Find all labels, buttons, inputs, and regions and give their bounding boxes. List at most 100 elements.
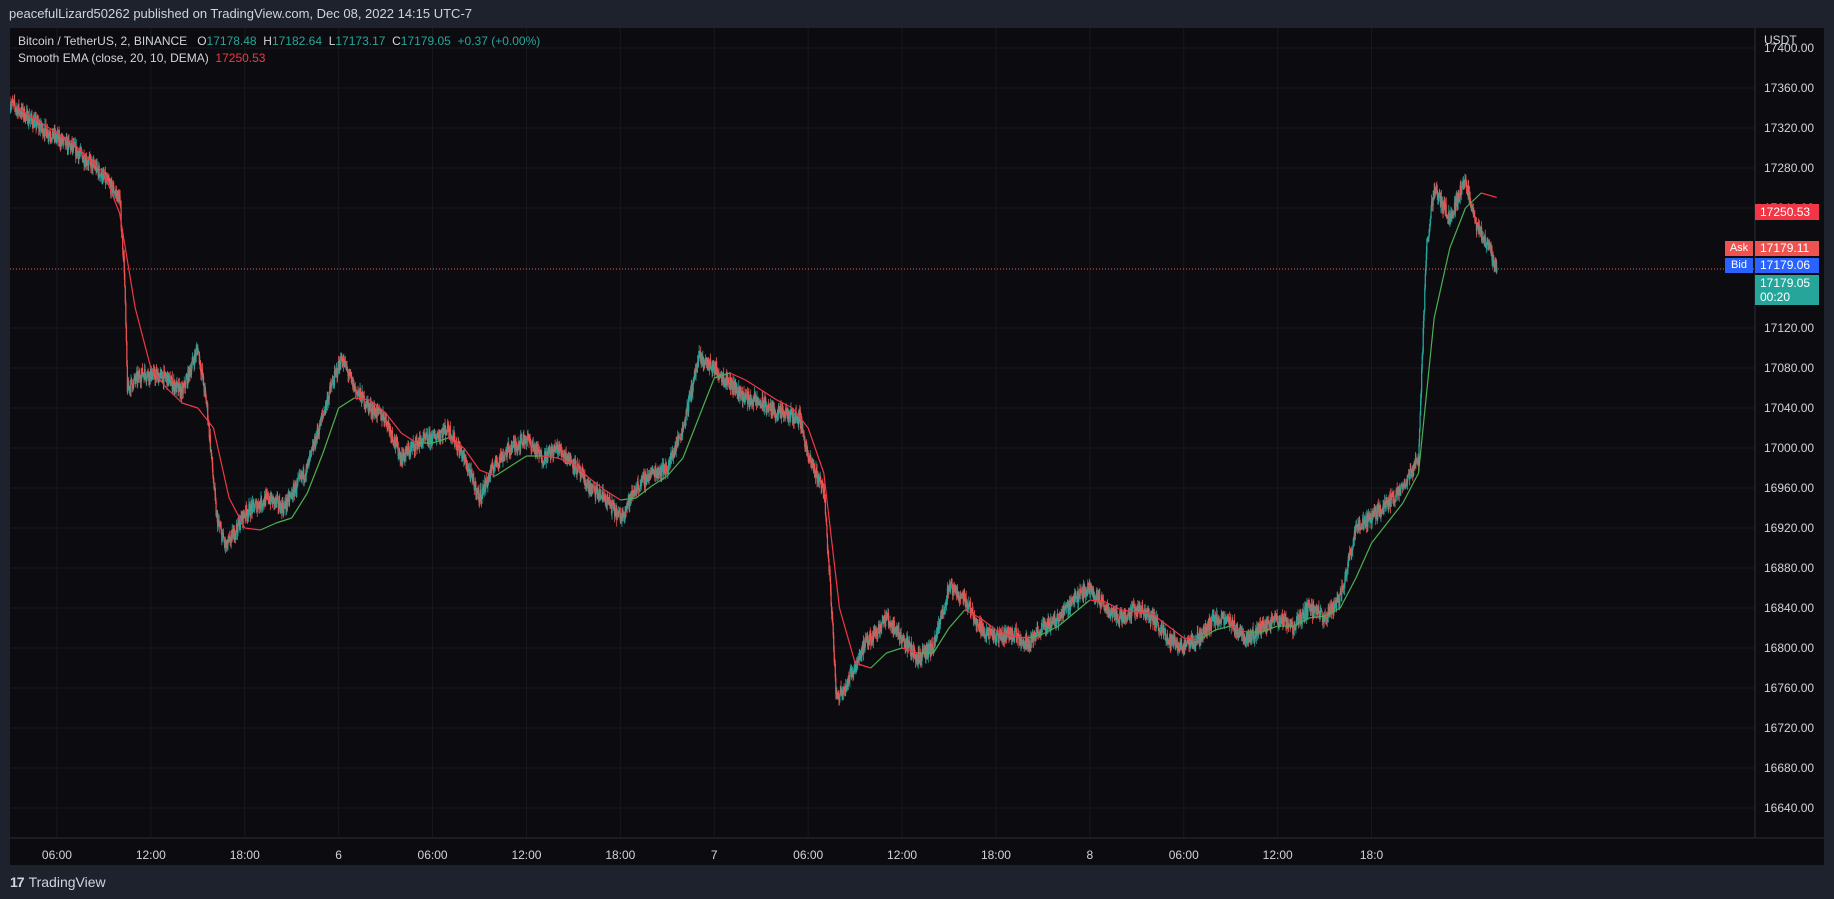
- candle-body: [851, 675, 853, 678]
- candle-body: [487, 480, 489, 486]
- candle-body: [251, 501, 254, 513]
- candle-body: [480, 499, 483, 502]
- candle-body: [999, 631, 1001, 634]
- candle-body: [1274, 617, 1276, 618]
- candle-body: [315, 436, 317, 445]
- candle-body: [367, 401, 369, 405]
- candle-body: [753, 393, 756, 399]
- candle-body: [491, 463, 494, 469]
- candle-body: [933, 641, 935, 653]
- candle-body: [421, 442, 423, 448]
- candle-body: [661, 467, 663, 476]
- candle-body: [994, 638, 997, 644]
- candle-body: [1152, 614, 1155, 625]
- candle-body: [1088, 590, 1090, 592]
- candle-body: [1126, 616, 1129, 618]
- candle-body: [548, 447, 551, 452]
- candle-body: [149, 371, 151, 381]
- candle-body: [1079, 589, 1082, 591]
- candle-body: [740, 393, 742, 395]
- candle-body: [881, 621, 883, 624]
- candle-body: [627, 500, 629, 505]
- candle-body: [802, 428, 804, 433]
- candle-body: [812, 468, 814, 469]
- candle-body: [494, 465, 496, 469]
- candle-body: [1124, 614, 1126, 619]
- candle-body: [967, 608, 969, 610]
- candle-body: [165, 376, 167, 379]
- candle-body: [784, 418, 786, 419]
- candle-body: [773, 406, 775, 413]
- candle-body: [901, 637, 903, 642]
- candle-body: [99, 175, 101, 178]
- candle-body: [79, 152, 81, 154]
- candle-body: [366, 400, 368, 402]
- chart-frame[interactable]: USDT 17400.0017360.0017320.0017280.00172…: [10, 28, 1824, 865]
- candle-body: [914, 654, 916, 658]
- candle-body: [461, 456, 463, 459]
- candle-body: [949, 582, 952, 591]
- candle-body: [219, 525, 221, 527]
- candle-body: [133, 379, 135, 388]
- candle-body: [678, 436, 680, 442]
- candle-body: [10, 106, 12, 108]
- candle-body: [178, 383, 181, 386]
- candle-body: [238, 519, 241, 530]
- candle-body: [1042, 622, 1044, 626]
- price-chart[interactable]: USDT 17400.0017360.0017320.0017280.00172…: [10, 28, 1824, 865]
- candle-body: [594, 486, 596, 493]
- candle-body: [455, 440, 457, 443]
- candle-body: [198, 350, 200, 353]
- candle-body: [268, 500, 270, 502]
- candle-body: [595, 489, 597, 498]
- candle-body: [937, 622, 940, 632]
- candle-body: [125, 302, 127, 326]
- candle-body: [698, 357, 700, 362]
- candle-body: [634, 490, 637, 493]
- candle-body: [183, 385, 185, 387]
- candle-body: [267, 493, 269, 501]
- candle-body: [62, 140, 64, 143]
- candle-body: [410, 446, 412, 454]
- candle-body: [42, 125, 44, 136]
- candle-body: [982, 632, 984, 637]
- candle-body: [1293, 628, 1295, 634]
- candle-body: [556, 442, 558, 448]
- candle-body: [1046, 625, 1048, 627]
- candle-body: [385, 412, 387, 422]
- candle-body: [588, 486, 591, 493]
- candle-body: [33, 119, 36, 128]
- candle-body: [1280, 617, 1282, 623]
- candle-body: [131, 379, 133, 384]
- candle-body: [1193, 643, 1195, 646]
- candle-body: [662, 464, 664, 468]
- candle-body: [1059, 614, 1061, 621]
- candle-body: [108, 181, 110, 183]
- candle-body: [1065, 605, 1067, 609]
- candle-body: [909, 643, 911, 649]
- candle-body: [1194, 640, 1196, 646]
- candle-body: [1162, 624, 1165, 635]
- candle-body: [1219, 620, 1221, 623]
- candle-body: [413, 441, 415, 445]
- candle-body: [838, 696, 841, 700]
- candle-body: [670, 453, 673, 460]
- candle-body: [531, 445, 533, 451]
- candle-body: [821, 482, 823, 488]
- candle-body: [547, 449, 549, 453]
- candle-body: [1048, 618, 1050, 626]
- candle-body: [1279, 622, 1281, 625]
- candle-body: [44, 124, 46, 136]
- candle-body: [181, 386, 183, 398]
- candle-body: [200, 370, 203, 375]
- candle-body: [378, 407, 380, 410]
- candle-body: [520, 434, 522, 438]
- candle-body: [125, 325, 127, 342]
- candle-body: [600, 496, 603, 499]
- candle-body: [337, 374, 339, 377]
- candle-body: [310, 449, 313, 451]
- candle-body: [68, 141, 71, 145]
- candle-body: [1168, 640, 1170, 643]
- candle-body: [432, 432, 434, 435]
- candle-body: [102, 173, 104, 181]
